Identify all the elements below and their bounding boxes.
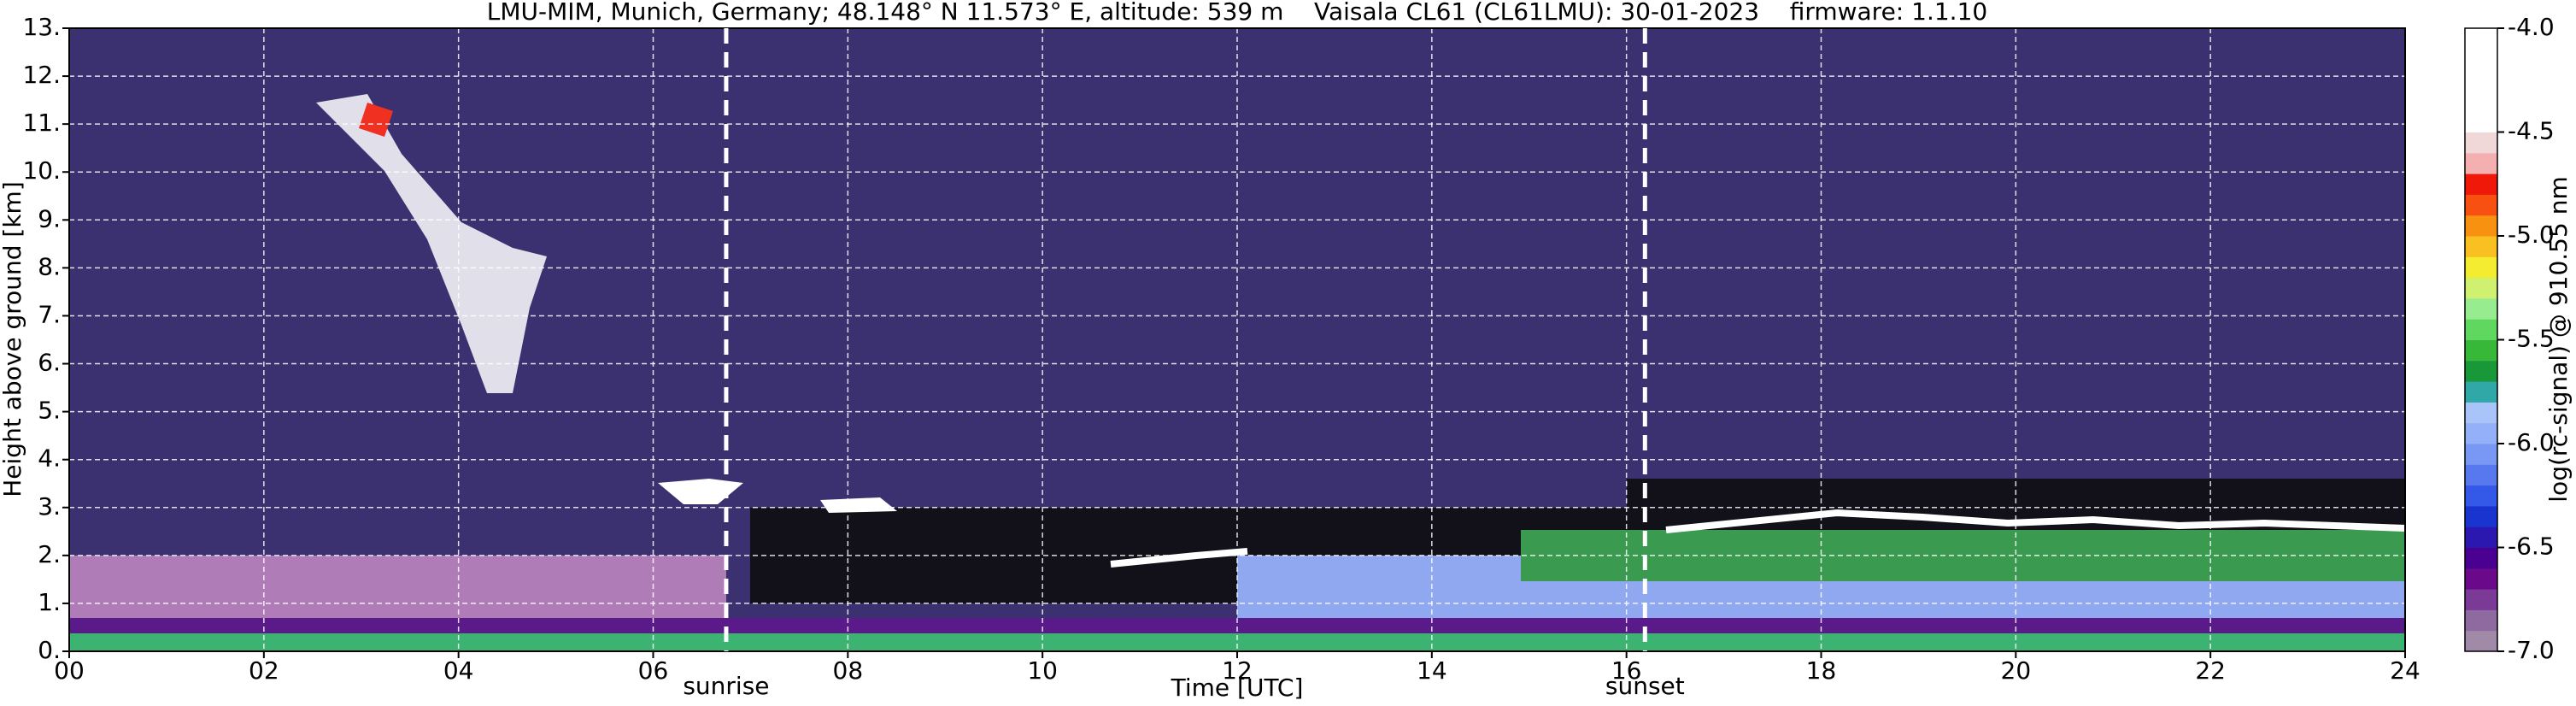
cirrus [316,94,547,393]
colorbar-swatch [2465,297,2497,320]
x-tick-label: 22 [2195,656,2226,685]
colorbar-swatch [2465,547,2497,569]
colorbar-swatch [2465,90,2497,112]
colorbar-swatch [2465,215,2497,237]
y-tick-label: 13. [22,13,61,41]
colorbar-swatch [2465,174,2497,195]
colorbar-tick-label: -5.5 [2508,325,2555,353]
cloud-top [1665,509,2406,533]
y-tick-label: 1. [38,588,61,616]
y-tick-label: 4. [38,444,61,473]
colorbar-tick-label: -5.0 [2508,221,2555,249]
colorbar-swatch [2465,505,2497,527]
x-axis-label: Time [UTC] [1171,674,1304,702]
y-tick-label: 7. [38,300,61,328]
colorbar-swatch [2465,277,2497,299]
y-tick-label: 2. [38,540,61,568]
colorbar-swatch [2465,402,2497,424]
colorbar-swatch [2465,464,2497,486]
y-tick-label: 12. [22,61,61,89]
colorbar-swatch [2465,132,2497,154]
colorbar-label: log(rc-signal) @ 910.55 nm [2544,176,2573,502]
colorbar-tick-label: -6.0 [2508,428,2555,456]
x-tick-label: 00 [54,656,85,685]
colorbar-swatch [2465,422,2497,444]
colorbar-swatch [2465,527,2497,548]
x-tick-label: 20 [2001,656,2032,685]
y-axis-label: Height above ground [km] [0,181,26,497]
colorbar-swatch [2465,69,2497,91]
x-tick-label: 04 [443,656,474,685]
colorbar-swatch [2465,339,2497,362]
y-tick-label: 6. [38,349,61,377]
colorbar-swatch [2465,152,2497,174]
chart-title: LMU-MIM, Munich, Germany; 48.148° N 11.5… [487,0,1987,26]
colorbar-swatch [2465,256,2497,279]
colorbar-tick-label: -7.0 [2508,636,2555,664]
x-tick-label: 12 [1222,656,1253,685]
x-tick-label: 10 [1027,656,1058,685]
y-tick-label: 0. [38,636,61,664]
colorbar-swatch [2465,236,2497,257]
cirrus-core [359,103,393,137]
colorbar-swatch [2465,485,2497,507]
x-tick-label: 06 [638,656,669,685]
colorbar-swatch [2465,360,2497,382]
cloud-patch [820,497,897,513]
colorbar-swatch [2465,194,2497,216]
y-tick-label: 9. [38,204,61,232]
y-tick-label: 8. [38,252,61,280]
y-tick-label: 11. [22,109,61,137]
colorbar-swatch [2465,630,2497,652]
x-tick-label: 14 [1417,656,1447,685]
cloud-top [1110,548,1248,568]
x-tick-label: 24 [2390,656,2421,685]
colorbar-tick-label: -6.5 [2508,532,2555,561]
colorbar-swatch [2465,609,2497,632]
colorbar-tick-label: -4.5 [2508,117,2555,145]
event-label: sunset [1605,672,1685,700]
y-tick-label: 5. [38,397,61,425]
colorbar-tick-label: -4.0 [2508,13,2555,41]
event-label: sunrise [683,672,769,700]
colorbar-swatch [2465,111,2497,132]
plot-frame [68,27,2406,652]
y-tick-label: 3. [38,492,61,521]
colorbar-swatch [2465,568,2497,590]
colorbar-swatch [2465,28,2497,50]
colorbar-swatch [2465,49,2497,71]
colorbar-swatch [2465,381,2497,403]
x-tick-label: 08 [833,656,864,685]
x-tick-label: 02 [249,656,279,685]
colorbar-swatch [2465,589,2497,610]
x-tick-label: 16 [1611,656,1642,685]
colorbar-swatch [2465,319,2497,340]
x-tick-label: 18 [1806,656,1837,685]
colorbar-swatch [2465,444,2497,465]
cloud-patch [658,479,743,504]
y-tick-label: 10. [22,156,61,185]
